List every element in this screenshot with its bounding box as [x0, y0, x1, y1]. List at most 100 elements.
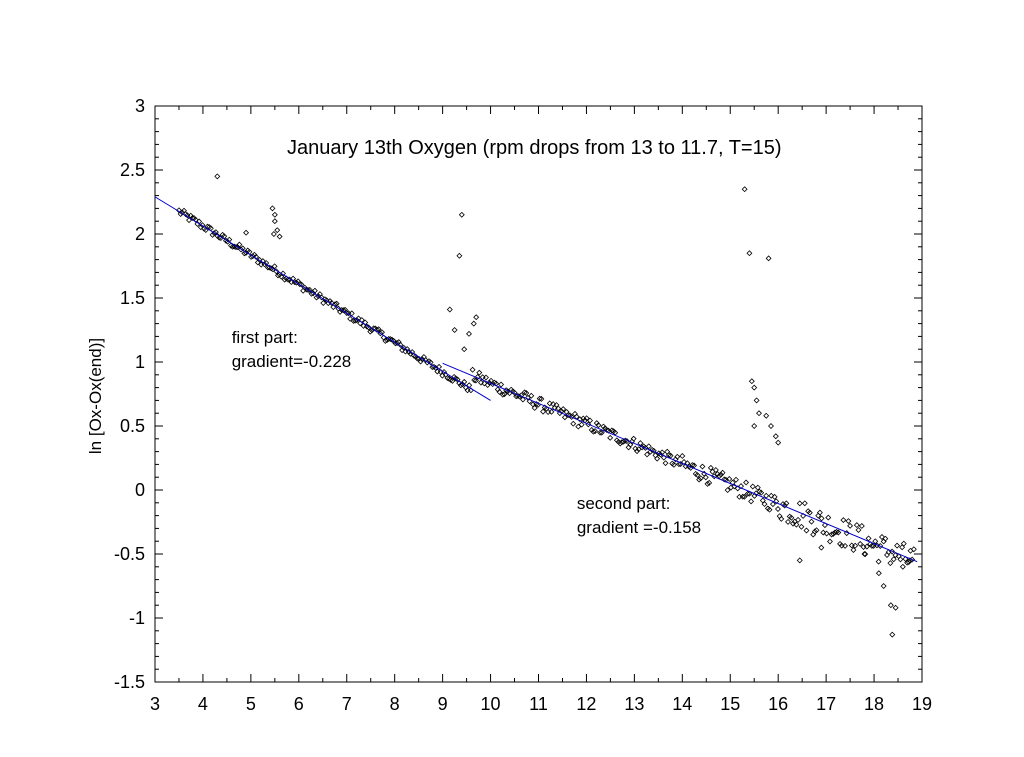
data-point	[766, 506, 773, 513]
data-point	[608, 427, 615, 434]
data-point	[373, 326, 380, 333]
data-point	[775, 439, 782, 446]
data-point	[243, 229, 250, 236]
data-point	[353, 317, 360, 324]
data-point	[816, 509, 823, 516]
fit-line	[154, 196, 491, 401]
data-point	[417, 358, 424, 365]
data-point	[352, 317, 359, 324]
data-point	[820, 529, 827, 536]
data-point	[828, 531, 835, 538]
data-point	[833, 528, 840, 535]
gradient-annotation: gradient=-0.228	[232, 352, 352, 371]
annotations: first part: gradient=-0.228 second part: gr…	[232, 328, 701, 537]
data-point	[233, 244, 239, 251]
data-point	[758, 489, 765, 496]
data-point	[474, 374, 481, 380]
data-point	[721, 476, 728, 483]
data-point	[736, 493, 743, 500]
data-point	[466, 330, 472, 337]
data-point	[861, 551, 868, 557]
y-tick-labels: -1.5 -1 -0.5 0 0.5 1 1.5 2 2.5 3	[114, 96, 145, 692]
data-point	[741, 186, 748, 193]
data-point	[498, 381, 505, 388]
data-point	[699, 463, 706, 470]
data-point	[823, 530, 830, 537]
data-point	[550, 401, 557, 408]
data-point	[746, 250, 753, 257]
data-point	[808, 518, 815, 525]
y-tick-label: -1.5	[114, 672, 145, 692]
data-point	[306, 286, 313, 293]
data-point	[531, 404, 538, 411]
data-point	[340, 307, 347, 314]
data-point	[880, 583, 887, 589]
data-point	[796, 557, 803, 564]
data-point	[900, 540, 907, 547]
data-point	[650, 447, 657, 454]
data-point	[756, 410, 762, 417]
data-point	[806, 509, 813, 516]
data-point	[238, 246, 245, 253]
data-point	[459, 381, 466, 388]
x-tick-label: 15	[720, 694, 740, 714]
data-point	[899, 563, 906, 570]
data-point	[458, 211, 465, 218]
data-point	[887, 560, 894, 567]
x-tick-label: 17	[816, 694, 836, 714]
data-point	[788, 514, 795, 521]
x-tick-label: 6	[294, 694, 304, 714]
data-point	[269, 205, 276, 212]
data-point	[902, 555, 909, 562]
x-tick-label: 9	[438, 694, 448, 714]
x-tick-label: 10	[481, 694, 501, 714]
x-tick-label: 19	[912, 694, 932, 714]
data-point	[748, 498, 755, 505]
data-point	[192, 216, 199, 223]
data-point	[597, 429, 604, 436]
data-point	[298, 281, 305, 288]
data-point	[266, 264, 273, 271]
data-point	[897, 556, 904, 563]
data-point	[276, 233, 283, 240]
data-point	[857, 540, 864, 547]
data-point	[741, 493, 748, 500]
x-tick-label: 7	[342, 694, 352, 714]
data-point	[630, 435, 637, 442]
axis-ticks	[154, 105, 923, 683]
data-point	[707, 464, 714, 471]
data-point	[587, 417, 593, 424]
data-point	[518, 392, 525, 399]
data-point	[471, 377, 478, 384]
data-point	[733, 476, 739, 483]
y-axis-label: ln [Ox-Ox(end)]	[86, 338, 105, 454]
data-point	[761, 501, 768, 508]
data-point	[704, 480, 711, 487]
data-point	[274, 272, 281, 279]
data-point	[434, 368, 441, 375]
data-point	[801, 500, 808, 507]
data-point	[328, 300, 335, 306]
data-point	[894, 542, 901, 549]
data-point	[847, 522, 854, 529]
data-point	[743, 479, 750, 486]
data-point	[540, 408, 547, 415]
data-point	[852, 542, 859, 549]
data-point	[555, 405, 562, 412]
plot-frame	[154, 105, 923, 683]
data-point	[273, 268, 280, 275]
x-tick-label: 13	[624, 694, 644, 714]
data-point	[790, 520, 797, 527]
data-point	[863, 543, 870, 550]
x-tick-label: 8	[390, 694, 400, 714]
data-point	[711, 473, 718, 480]
data-point	[754, 484, 761, 491]
data-point	[397, 341, 404, 348]
data-point	[634, 448, 640, 455]
data-point	[649, 446, 656, 453]
data-point	[793, 521, 800, 528]
data-point	[224, 238, 231, 245]
fit-lines	[154, 196, 918, 563]
data-point	[268, 265, 275, 272]
data-point	[271, 218, 278, 225]
